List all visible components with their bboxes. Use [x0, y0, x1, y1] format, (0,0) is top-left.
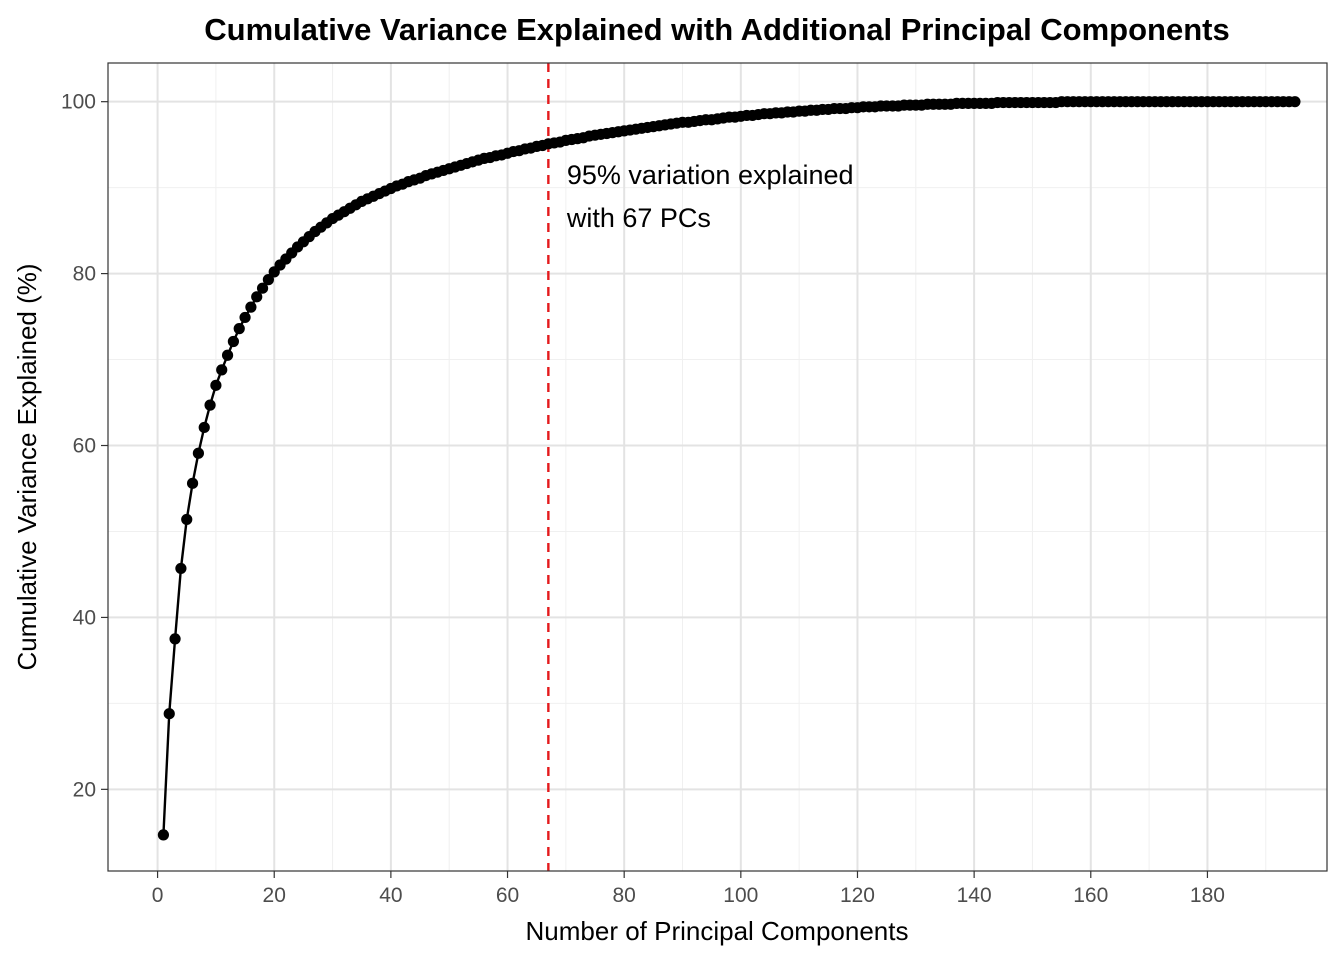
y-tick-label: 60 — [73, 435, 96, 458]
x-tick-label: 60 — [496, 884, 519, 907]
x-tick-label: 20 — [263, 884, 286, 907]
data-point — [216, 364, 228, 376]
data-point — [181, 513, 193, 526]
chart-title: Cumulative Variance Explained with Addit… — [204, 12, 1229, 47]
data-point — [157, 829, 170, 841]
data-point — [204, 399, 216, 411]
data-point — [233, 323, 245, 335]
data-point — [175, 562, 187, 575]
data-point — [239, 311, 251, 324]
series-line — [162, 100, 1295, 835]
panel-border — [107, 62, 1328, 872]
data-point — [256, 282, 269, 294]
series-group — [157, 96, 1301, 841]
data-point — [198, 421, 210, 434]
y-tick-label: 100 — [61, 91, 96, 114]
x-tick-label: 40 — [379, 884, 402, 907]
x-tick-label: 0 — [152, 884, 164, 907]
annotation-group: 95% variation explained with 67 PCs — [566, 160, 854, 233]
data-point — [186, 477, 199, 489]
x-tick-label: 80 — [612, 884, 635, 907]
data-point — [227, 335, 239, 348]
data-point — [192, 447, 204, 459]
annotation-line: with 67 PCs — [566, 203, 711, 233]
x-axis-title: Number of Principal Components — [526, 916, 909, 946]
y-tick-label: 20 — [73, 778, 96, 801]
x-tick-label: 120 — [840, 884, 875, 907]
data-point — [163, 708, 175, 720]
x-tick-label: 180 — [1190, 884, 1225, 907]
annotation-line: 95% variation explained — [567, 160, 854, 190]
data-point — [221, 349, 234, 361]
x-tick-label: 100 — [723, 884, 758, 907]
data-point — [169, 633, 181, 645]
data-point — [251, 291, 263, 303]
data-point — [245, 301, 257, 313]
axis-ticks: 0 20 40 60 80 100 120 140 160 180 20 40 60 80 100 — [61, 91, 1225, 907]
data-point — [1289, 96, 1301, 108]
x-tick-label: 160 — [1073, 884, 1108, 907]
y-tick-label: 80 — [73, 263, 96, 286]
y-tick-label: 40 — [73, 606, 96, 629]
x-tick-label: 140 — [957, 884, 992, 907]
data-point — [262, 274, 274, 286]
data-point — [210, 379, 222, 391]
y-axis-title: Cumulative Variance Explained (%) — [12, 263, 42, 670]
